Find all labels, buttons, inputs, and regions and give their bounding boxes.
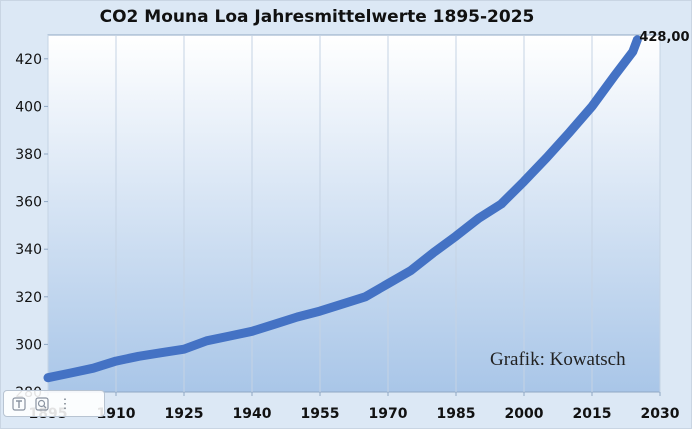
series-layer — [43, 35, 642, 383]
data-point — [90, 365, 97, 372]
data-point — [271, 321, 278, 328]
x-tick-label: 1970 — [369, 406, 408, 422]
y-tick-label: 380 — [15, 147, 42, 163]
data-label: 428,00 — [639, 30, 689, 45]
data-point — [181, 346, 187, 353]
series-line — [43, 35, 642, 383]
y-tick-label: 300 — [15, 337, 42, 353]
annotation-layer: 428,00 — [639, 30, 689, 45]
data-point — [629, 48, 636, 55]
data-point — [67, 369, 74, 376]
data-point — [521, 178, 527, 185]
data-point — [249, 328, 255, 335]
x-tick-label: 1985 — [437, 406, 476, 422]
data-point — [543, 154, 550, 161]
data-point — [135, 353, 142, 360]
data-point — [226, 333, 233, 340]
data-point — [339, 300, 346, 307]
x-tick-label: 1940 — [233, 406, 272, 422]
data-point — [453, 233, 459, 240]
data-point — [203, 337, 210, 344]
y-tick-label: 320 — [15, 290, 42, 306]
x-tick-label: 2030 — [641, 406, 680, 422]
y-axis: 280300320340360380400420 — [15, 52, 48, 401]
x-tick-label: 1955 — [301, 406, 340, 422]
data-point — [317, 308, 323, 315]
data-point — [611, 72, 618, 79]
text-format-icon[interactable] — [9, 394, 29, 414]
data-point — [385, 280, 391, 287]
y-tick-label: 360 — [15, 195, 42, 211]
data-point — [294, 314, 301, 321]
x-axis: 1895191019251940195519701985200020152030 — [29, 392, 680, 422]
data-point — [158, 349, 165, 356]
plot-background — [47, 34, 661, 393]
x-tick-label: 1910 — [97, 406, 136, 422]
zoom-icon[interactable] — [32, 394, 52, 414]
data-point — [589, 103, 595, 110]
data-point — [113, 358, 119, 365]
more-options-icon[interactable]: ⋮ — [58, 395, 72, 411]
x-tick-label: 1925 — [165, 406, 204, 422]
y-tick-label: 340 — [15, 242, 42, 258]
data-point — [430, 249, 437, 256]
x-tick-label: 2000 — [505, 406, 544, 422]
data-point — [475, 215, 482, 222]
y-tick-label: 400 — [15, 99, 42, 115]
data-point — [407, 267, 414, 274]
y-tick-label: 420 — [15, 52, 42, 68]
data-point — [498, 200, 505, 207]
chart-title: CO2 Mouna Loa Jahresmittelwerte 1895-202… — [99, 7, 535, 27]
x-tick-label: 2015 — [573, 406, 612, 422]
data-point — [566, 129, 573, 136]
chart-credit: Grafik: Kowatsch — [490, 349, 626, 370]
data-point — [362, 293, 369, 300]
chart-toolbar: ⋮ — [3, 390, 105, 417]
data-point — [634, 36, 641, 43]
data-point — [45, 374, 51, 381]
